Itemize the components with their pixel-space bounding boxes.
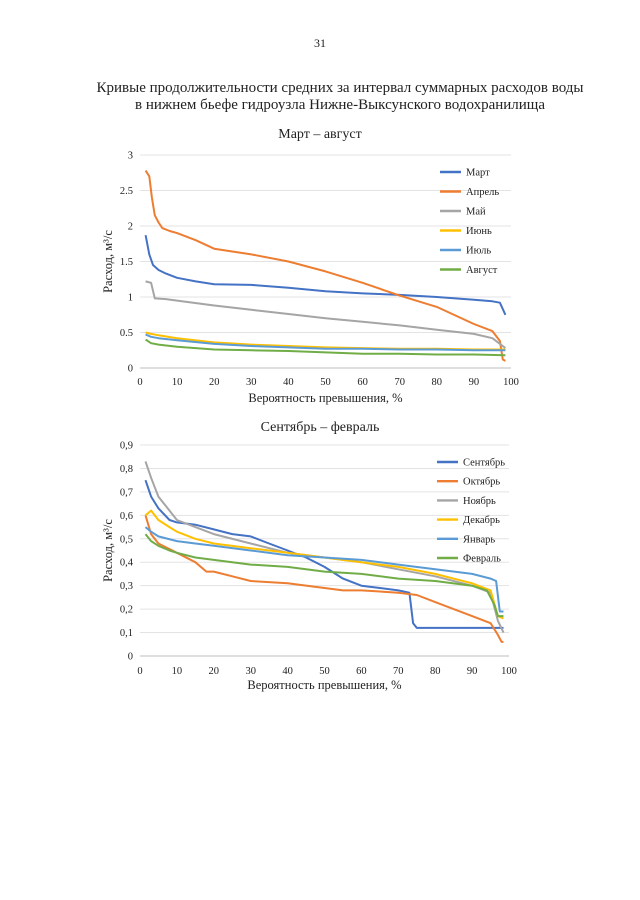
series-line-6 (145, 338, 506, 357)
document-title: Кривые продолжительности средних за инте… (60, 80, 620, 114)
y-axis-label: Расход, м³/с (101, 519, 115, 582)
chart-1-svg: 00.511.522.530 10 20 30 40 50 60 70 80 90 100Вероя… (101, 151, 519, 406)
x-tick-label: 50 (320, 377, 331, 388)
y-tick-label: 0,9 (120, 441, 133, 452)
series-line-1 (144, 235, 507, 316)
legend-label-6: Август (466, 265, 498, 276)
x-tick-label: 80 (432, 377, 443, 388)
x-tick-label: 100 (501, 666, 517, 677)
legend-label-6: Февраль (463, 554, 501, 565)
document-title-line-2: в нижнем бьефе гидроузла Нижне-Выксунско… (134, 97, 546, 113)
legend-label-5: Январь (463, 534, 495, 545)
y-tick-label: 0 (128, 652, 133, 663)
series-line-4 (144, 509, 504, 620)
y-axis-label: Расход, м³/с (101, 230, 115, 293)
x-tick-label: 90 (469, 377, 480, 388)
x-tick-label: 30 (245, 666, 256, 677)
chart-2-svg: 0 0,1 0,2 0,3 0,4 0,5 0,6 0,7 0,8 0,9 0 10 20 30 40 50 6… (101, 441, 517, 693)
legend-label-1: Март (466, 168, 490, 179)
y-tick-label: 3 (128, 151, 133, 162)
x-tick-label: 80 (430, 666, 441, 677)
x-tick-label: 20 (209, 377, 220, 388)
legend-label-1: Сентябрь (463, 458, 505, 469)
legend-label-5: Июль (466, 246, 491, 257)
x-tick-label: 10 (172, 377, 183, 388)
y-tick-label: 0,3 (120, 581, 133, 592)
y-tick-label: 0,1 (120, 628, 133, 639)
x-tick-label: 100 (503, 377, 519, 388)
x-tick-label: 70 (393, 666, 404, 677)
x-tick-label: 0 (137, 666, 142, 677)
chart-1-title: Март – август (278, 127, 362, 142)
series-line-3 (145, 280, 507, 349)
x-tick-label: 0 (137, 377, 142, 388)
legend-label-4: Июнь (466, 226, 492, 237)
x-tick-label: 70 (394, 377, 405, 388)
series-line-1 (144, 479, 504, 629)
x-tick-label: 30 (246, 377, 257, 388)
legend-label-3: Ноябрь (463, 496, 496, 507)
x-tick-label: 50 (319, 666, 330, 677)
x-tick-label: 40 (283, 377, 294, 388)
legend-label-2: Октябрь (463, 477, 500, 488)
y-tick-label: 0.5 (120, 328, 133, 339)
document-title-line-1: Кривые продолжительности средних за инте… (96, 80, 584, 96)
series-line-2 (144, 170, 506, 362)
y-tick-label: 1.5 (120, 257, 133, 268)
x-tick-label: 60 (356, 666, 367, 677)
series-line-5 (145, 333, 506, 352)
y-tick-label: 2.5 (120, 186, 133, 197)
x-tick-label: 20 (209, 666, 220, 677)
legend-label-4: Декабрь (463, 515, 500, 526)
x-axis-label: Вероятность превышения, % (248, 391, 402, 405)
series-line-2 (144, 515, 504, 643)
y-tick-label: 0,6 (120, 511, 133, 522)
y-tick-label: 2 (128, 222, 133, 233)
legend-label-3: Май (466, 207, 486, 218)
y-tick-label: 0,5 (120, 534, 133, 545)
x-tick-label: 40 (282, 666, 293, 677)
chart-2-title: Сентябрь – февраль (260, 420, 380, 435)
y-tick-label: 0 (128, 364, 133, 375)
y-tick-label: 0,4 (120, 558, 134, 569)
series-line-4 (145, 331, 506, 351)
y-tick-label: 1 (128, 293, 133, 304)
series-line-5 (144, 526, 504, 613)
x-tick-label: 90 (467, 666, 478, 677)
x-tick-label: 10 (172, 666, 183, 677)
x-tick-label: 60 (357, 377, 368, 388)
y-tick-label: 0,2 (120, 605, 133, 616)
series-line-6 (144, 533, 504, 618)
y-tick-label: 0,7 (120, 487, 133, 498)
legend-label-2: Апрель (466, 187, 499, 198)
page-number: 31 (314, 36, 326, 50)
y-tick-label: 0,8 (120, 464, 133, 475)
x-axis-label: Вероятность превышения, % (247, 678, 401, 692)
